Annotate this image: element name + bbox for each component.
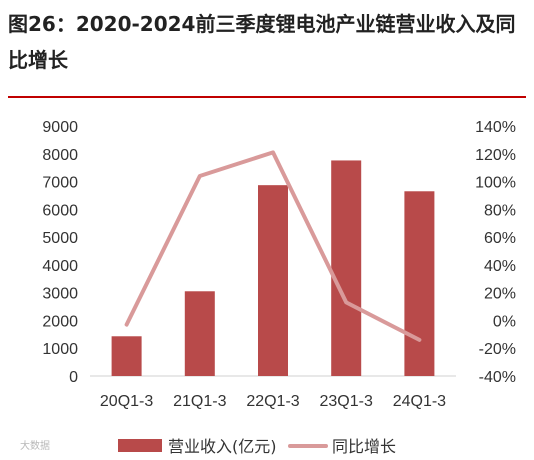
x-axis-tick-2: 22Q1-3 (246, 393, 299, 410)
legend-label-growth: 同比增长 (332, 437, 396, 456)
legend-label-revenue: 营业收入(亿元) (168, 437, 277, 456)
left-axis-tick-7: 7000 (42, 175, 78, 192)
revenue-bar-0 (111, 336, 142, 376)
left-axis-tick-9: 9000 (42, 119, 78, 136)
right-axis-tick-8: 120% (475, 147, 516, 164)
title-divider (8, 96, 526, 98)
left-axis-tick-8: 8000 (42, 147, 78, 164)
left-axis-tick-6: 6000 (42, 202, 78, 219)
left-axis-tick-4: 4000 (42, 258, 78, 275)
right-axis-tick-3: 20% (484, 286, 516, 303)
x-axis-tick-1: 21Q1-3 (173, 393, 226, 410)
right-axis-tick-1: -20% (479, 341, 516, 358)
right-axis-tick-9: 140% (475, 119, 516, 136)
revenue-bar-4 (404, 191, 435, 376)
left-axis-tick-2: 2000 (42, 313, 78, 330)
revenue-bars (111, 160, 435, 376)
right-axis-tick-7: 100% (475, 175, 516, 192)
right-axis-ticks: -40% -20% 0% 20% 40% 60% 80% 100% 120% 140% (475, 119, 516, 386)
growth-line (124, 150, 422, 342)
left-axis-tick-1: 1000 (42, 341, 78, 358)
revenue-bar-1 (184, 291, 215, 376)
legend: 营业收入(亿元) 同比增长 (118, 437, 396, 456)
left-axis-tick-0: 0 (69, 369, 78, 386)
right-axis-tick-2: 0% (493, 313, 516, 330)
x-axis-tick-3: 23Q1-3 (320, 393, 373, 410)
right-axis-tick-5: 60% (484, 230, 516, 247)
x-axis-ticks: 20Q1-3 21Q1-3 22Q1-3 23Q1-3 24Q1-3 (100, 393, 446, 410)
left-axis-tick-5: 5000 (42, 230, 78, 247)
right-axis-tick-4: 40% (484, 258, 516, 275)
revenue-bar-3 (331, 160, 362, 376)
right-axis-tick-6: 80% (484, 202, 516, 219)
left-axis-ticks: 0 1000 2000 3000 4000 5000 6000 7000 8000 9000 (42, 119, 78, 386)
x-axis-tick-0: 20Q1-3 (100, 393, 153, 410)
x-axis-tick-4: 24Q1-3 (393, 393, 446, 410)
revenue-bar-2 (258, 185, 288, 376)
left-axis-tick-3: 3000 (42, 286, 78, 303)
chart-title: 图26：2020-2024前三季度锂电池产业链营业收入及同比增长 (8, 12, 516, 72)
right-axis-tick-0: -40% (479, 369, 516, 386)
watermark: 大数据 (20, 439, 50, 452)
legend-swatch-revenue (118, 439, 162, 452)
